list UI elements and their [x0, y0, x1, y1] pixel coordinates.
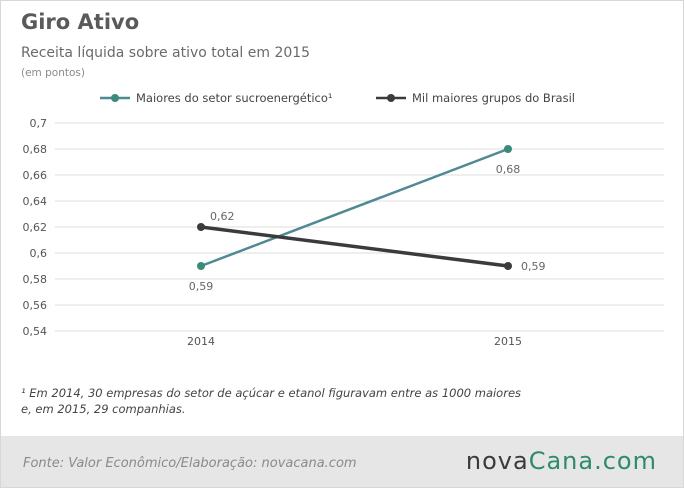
- y-tick-label-0: 0,54: [23, 325, 48, 338]
- legend-label-1: Maiores do setor sucroenergético¹: [136, 91, 333, 105]
- series-2-point-0: [197, 223, 205, 231]
- legend-marker-2: [387, 94, 395, 102]
- footnote-line-2: e, em 2015, 29 companhias.: [21, 402, 186, 416]
- logo-part-1: nova: [465, 447, 529, 475]
- x-tick-label-1: 2015: [494, 335, 522, 348]
- series-1-point-0: [197, 262, 205, 270]
- line-chart: 0,54 0,56 0,58 0,6 0,62 0,64 0,66 0,68 0,7 2014 20…: [23, 91, 664, 348]
- series-1-data-label-0: 0,59: [189, 280, 214, 293]
- chart-subtitle: Receita líquida sobre ativo total em 201…: [21, 45, 311, 61]
- logo-part-2: Cana.com: [528, 447, 657, 475]
- footnote: ¹ Em 2014, 30 empresas do setor de açúca…: [21, 385, 581, 417]
- y-tick-label-5: 0,64: [23, 195, 48, 208]
- source-text: Fonte: Valor Econômico/Elaboração: novac…: [23, 456, 357, 471]
- series-2-line: [200, 225, 509, 268]
- legend-label-2: Mil maiores grupos do Brasil: [412, 91, 575, 105]
- y-tick-label-3: 0,6: [30, 247, 48, 260]
- unit-label: (em pontos): [21, 67, 85, 79]
- x-tick-label-0: 2014: [187, 335, 215, 348]
- chart-title: Giro Ativo: [21, 10, 140, 34]
- y-tick-label-2: 0,58: [23, 273, 48, 286]
- y-tick-label-4: 0,62: [23, 221, 48, 234]
- y-tick-label-7: 0,68: [23, 143, 48, 156]
- footer-bar: Fonte: Valor Econômico/Elaboração: novac…: [1, 436, 683, 487]
- series-2-data-label-0: 0,62: [210, 210, 235, 223]
- series-1-data-label-1: 0,68: [496, 163, 521, 176]
- series-1-line: [200, 147, 509, 268]
- footnote-line-1: ¹ Em 2014, 30 empresas do setor de açúca…: [21, 386, 522, 400]
- y-tick-label-6: 0,66: [23, 169, 48, 182]
- legend-marker-1: [111, 94, 119, 102]
- series-2-point-1: [504, 262, 512, 270]
- y-tick-label-8: 0,7: [30, 117, 48, 130]
- y-tick-label-1: 0,56: [23, 299, 48, 312]
- series-2-data-label-1: 0,59: [521, 260, 546, 273]
- novacana-logo: novaCana.com: [466, 447, 657, 475]
- series-1-point-1: [504, 145, 512, 153]
